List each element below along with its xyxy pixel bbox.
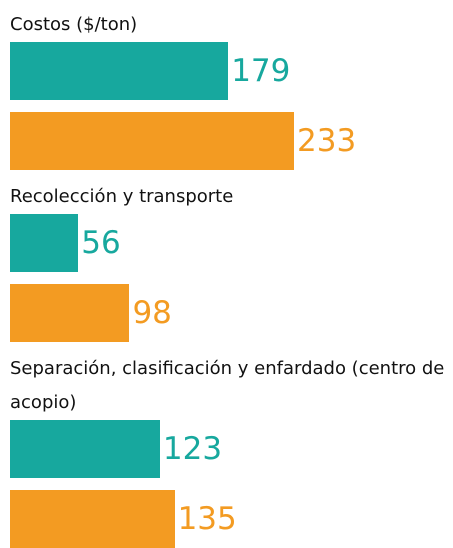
bar <box>10 42 229 100</box>
value-label: 56 <box>81 225 121 261</box>
value-label: 123 <box>162 431 223 467</box>
bar <box>10 490 175 548</box>
bar-row: 98 <box>10 284 453 342</box>
bar-row: 233 <box>10 112 453 170</box>
bar-row: 135 <box>10 490 453 548</box>
bar <box>10 420 160 478</box>
value-label: 179 <box>231 53 291 89</box>
value-label: 135 <box>177 501 237 537</box>
bar-row: 56 <box>10 214 453 272</box>
bar-row: 123 <box>10 420 453 478</box>
value-label: 98 <box>132 295 172 331</box>
bar <box>10 284 130 342</box>
bar <box>10 214 79 272</box>
bar <box>10 112 295 170</box>
category-label: Recolección y transporte <box>10 186 234 207</box>
bar-row: 179 <box>10 42 453 100</box>
category-label: Costos ($/ton) <box>10 14 138 35</box>
value-label: 233 <box>297 123 357 159</box>
category-label: Separación, clasificación y enfardado (c… <box>10 358 445 413</box>
